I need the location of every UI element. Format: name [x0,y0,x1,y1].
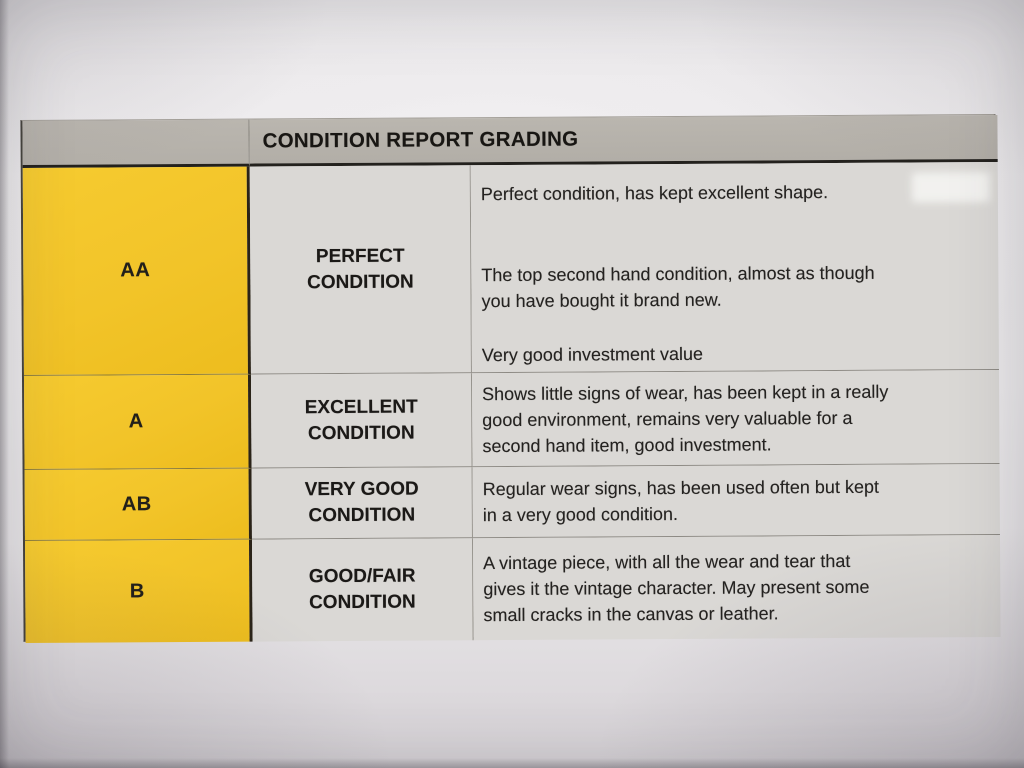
condition-cell-very-good: VERY GOOD CONDITION [251,467,473,540]
condition-label: VERY GOOD CONDITION [304,478,419,527]
grade-label: B [129,579,145,602]
table-title: CONDITION REPORT GRADING [262,127,579,153]
description-paragraph: Very good investment value [481,343,704,366]
condition-cell-perfect: PERFECT CONDITION [249,165,472,375]
condition-label: EXCELLENT CONDITION [304,396,418,444]
condition-cell-good-fair: GOOD/FAIR CONDITION [251,538,474,642]
condition-label: GOOD/FAIR CONDITION [308,565,416,614]
description-paragraph: Shows little signs of wear, has been kep… [482,381,889,456]
grade-label: AA [120,259,151,282]
header-spacer-cell [22,119,250,168]
description-cell-aa: Perfect condition, has kept excellent sh… [470,162,999,374]
grade-label: A [128,410,144,433]
description-cell-a: Shows little signs of wear, has been kep… [471,370,1000,468]
description-paragraph: Regular wear signs, has been used often … [482,476,879,526]
description-cell-b: A vintage piece, with all the wear and t… [472,535,1001,641]
table-header: CONDITION REPORT GRADING [249,115,998,167]
grade-cell-a: A [23,374,252,470]
grade-cell-ab: AB [24,468,252,541]
whiteout-correction-mark [911,172,990,203]
condition-cell-excellent: EXCELLENT CONDITION [250,373,473,469]
description-paragraph: The top second hand condition, almost as… [481,262,875,312]
grade-cell-b: B [24,539,253,643]
condition-report-table: CONDITION REPORT GRADING AA PERFECT COND… [20,114,1001,643]
condition-label: PERFECT CONDITION [307,245,414,293]
grade-label: AB [121,492,152,515]
grade-cell-aa: AA [22,166,251,376]
description-cell-ab: Regular wear signs, has been used often … [472,464,1000,539]
photo-edge-shadow-left [0,0,9,768]
photo-edge-shadow-bottom [0,758,1024,768]
description-paragraph: A vintage piece, with all the wear and t… [483,550,870,626]
